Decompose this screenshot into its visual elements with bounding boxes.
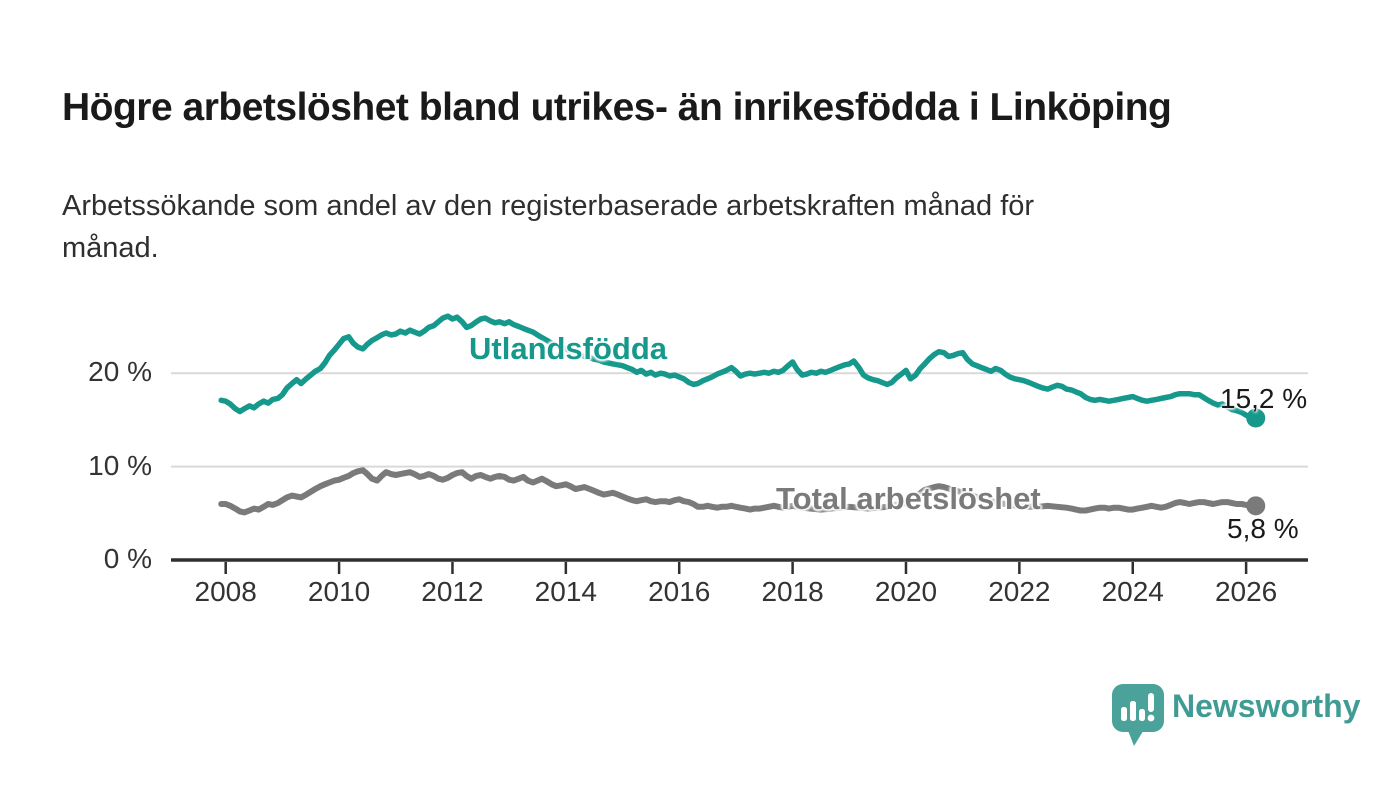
newsworthy-wordmark: Newsworthy (1172, 688, 1361, 724)
y-axis-label: 10 % (88, 449, 152, 481)
end-value-label-utlandsfodda: 15,2 % (1220, 383, 1308, 414)
series-line-total (218, 467, 1259, 516)
x-axis-label: 2020 (874, 576, 938, 607)
x-axis-label: 2012 (421, 576, 484, 607)
x-axis-label: 2026 (1214, 576, 1278, 607)
x-axis-label: 2024 (1101, 576, 1164, 607)
y-axis-label: 0 % (103, 543, 152, 574)
x-axis-label: 2008 (194, 576, 257, 607)
subtitle-line-1: Arbetssökande som andel av den registerb… (62, 190, 1035, 222)
newsworthy-branding: Newsworthy (1112, 684, 1362, 748)
newsworthy-logo-icon (1112, 684, 1164, 746)
x-axis-label: 2014 (534, 576, 597, 607)
series-end-dot-utlandsfodda (1246, 408, 1266, 428)
series-label-utlandsfodda: Utlandsfödda (469, 331, 668, 366)
x-axis-label: 2010 (307, 576, 371, 607)
subtitle-line-2: månad. (62, 232, 159, 265)
y-axis-label: 20 % (88, 356, 152, 388)
end-value-label-total: 5,8 % (1227, 513, 1299, 544)
chart-subtitle: Arbetssökande som andel av den registerb… (62, 185, 1272, 269)
series-line-utlandsfodda (218, 313, 1259, 421)
page-title: Högre arbetslöshet bland utrikes- än inr… (62, 86, 1172, 130)
series-label-total-arbetsloshet: Total arbetslöshet (776, 481, 1041, 516)
x-axis-label: 2016 (648, 576, 711, 607)
series-end-dot-total (1246, 496, 1266, 516)
x-axis-label: 2022 (988, 576, 1051, 607)
x-axis-label: 2018 (761, 576, 824, 607)
